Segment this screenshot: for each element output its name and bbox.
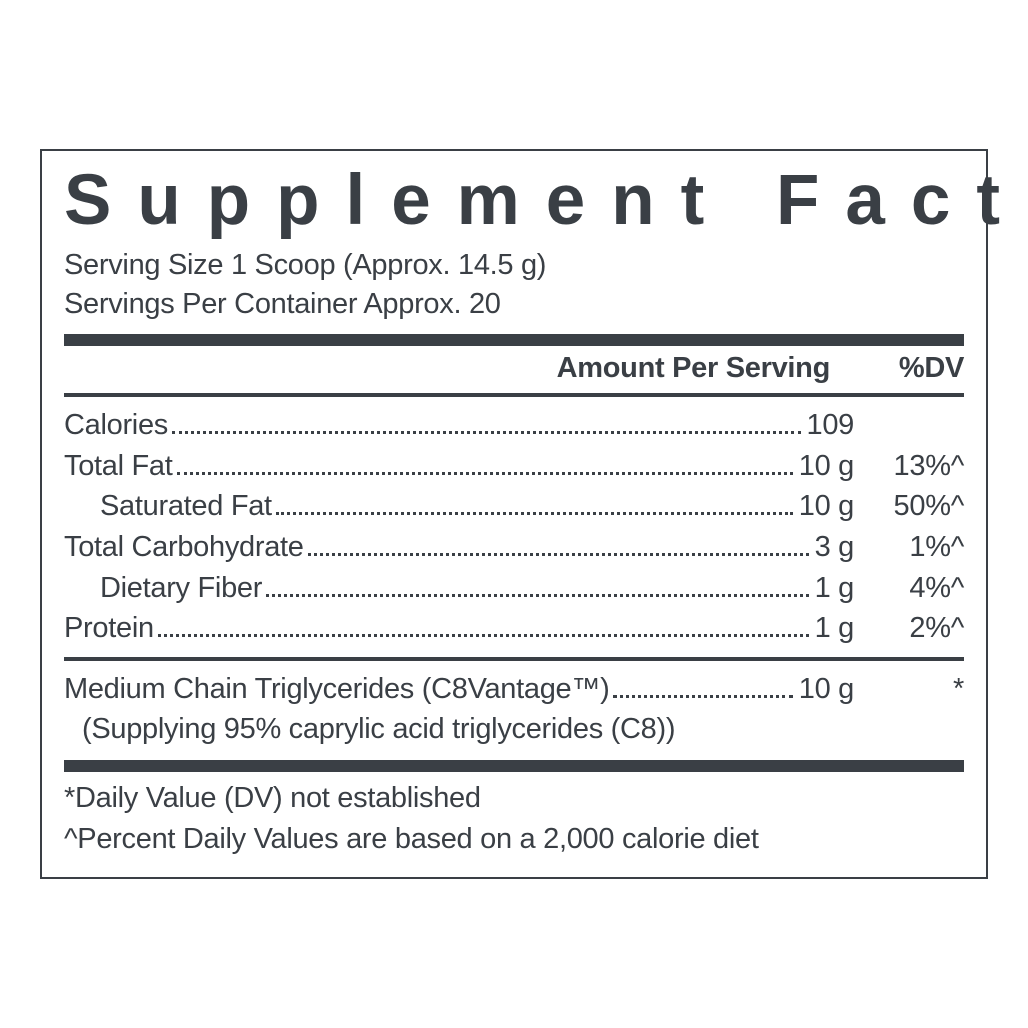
nutrient-value: 1 g bbox=[815, 608, 854, 649]
nutrient-rows: Calories109Total Fat10 g13%^Saturated Fa… bbox=[64, 405, 964, 649]
mct-subtext: (Supplying 95% caprylic acid triglycerid… bbox=[64, 709, 964, 750]
nutrient-dv: 13%^ bbox=[854, 446, 964, 487]
nutrient-dv: 2%^ bbox=[854, 608, 964, 649]
leader-dots bbox=[613, 695, 792, 698]
nutrient-value: 109 bbox=[807, 405, 855, 446]
leader-dots bbox=[177, 472, 793, 475]
nutrient-dv: 4%^ bbox=[854, 568, 964, 609]
nutrient-dv: 1%^ bbox=[854, 527, 964, 568]
header-amount: Amount Per Serving bbox=[557, 352, 854, 385]
mct-dv: * bbox=[854, 669, 964, 710]
nutrient-value: 1 g bbox=[815, 568, 854, 609]
divider-thick bbox=[64, 334, 964, 346]
nutrient-dv: 50%^ bbox=[854, 486, 964, 527]
nutrient-label: Dietary Fiber bbox=[64, 568, 262, 609]
nutrient-label: Protein bbox=[64, 608, 154, 649]
nutrient-label: Calories bbox=[64, 405, 168, 446]
nutrient-row: Calories 109 bbox=[64, 405, 964, 446]
column-header-row: Amount Per Serving %DV bbox=[64, 352, 964, 385]
nutrient-label: Total Fat bbox=[64, 446, 173, 487]
leader-dots bbox=[172, 431, 801, 434]
serving-size: Serving Size 1 Scoop (Approx. 14.5 g) bbox=[64, 246, 964, 285]
mct-row: Medium Chain Triglycerides (C8Vantage™) … bbox=[64, 669, 964, 710]
panel-title: Supplement Facts bbox=[64, 165, 964, 236]
nutrient-label: Total Carbohydrate bbox=[64, 527, 304, 568]
nutrient-value: 10 g bbox=[799, 486, 854, 527]
servings-per-container: Servings Per Container Approx. 20 bbox=[64, 285, 964, 324]
footnote-dv: *Daily Value (DV) not established bbox=[64, 778, 964, 819]
footnote-percent: ^Percent Daily Values are based on a 2,0… bbox=[64, 819, 964, 860]
divider-thin bbox=[64, 393, 964, 397]
nutrient-row: Protein 1 g2%^ bbox=[64, 608, 964, 649]
nutrient-row: Total Fat 10 g13%^ bbox=[64, 446, 964, 487]
nutrient-label: Saturated Fat bbox=[64, 486, 272, 527]
divider-thin bbox=[64, 657, 964, 661]
nutrient-row: Saturated Fat 10 g50%^ bbox=[64, 486, 964, 527]
nutrient-row: Dietary Fiber 1 g4%^ bbox=[64, 568, 964, 609]
divider-thick bbox=[64, 760, 964, 772]
mct-value: 10 g bbox=[799, 669, 854, 710]
leader-dots bbox=[158, 634, 809, 637]
leader-dots bbox=[276, 512, 793, 515]
header-dv: %DV bbox=[854, 352, 964, 385]
nutrient-value: 3 g bbox=[815, 527, 854, 568]
nutrient-value: 10 g bbox=[799, 446, 854, 487]
leader-dots bbox=[266, 594, 808, 597]
mct-label: Medium Chain Triglycerides (C8Vantage™) bbox=[64, 669, 609, 710]
leader-dots bbox=[308, 553, 809, 556]
nutrient-row: Total Carbohydrate 3 g1%^ bbox=[64, 527, 964, 568]
supplement-facts-panel: Supplement Facts Serving Size 1 Scoop (A… bbox=[40, 149, 988, 879]
